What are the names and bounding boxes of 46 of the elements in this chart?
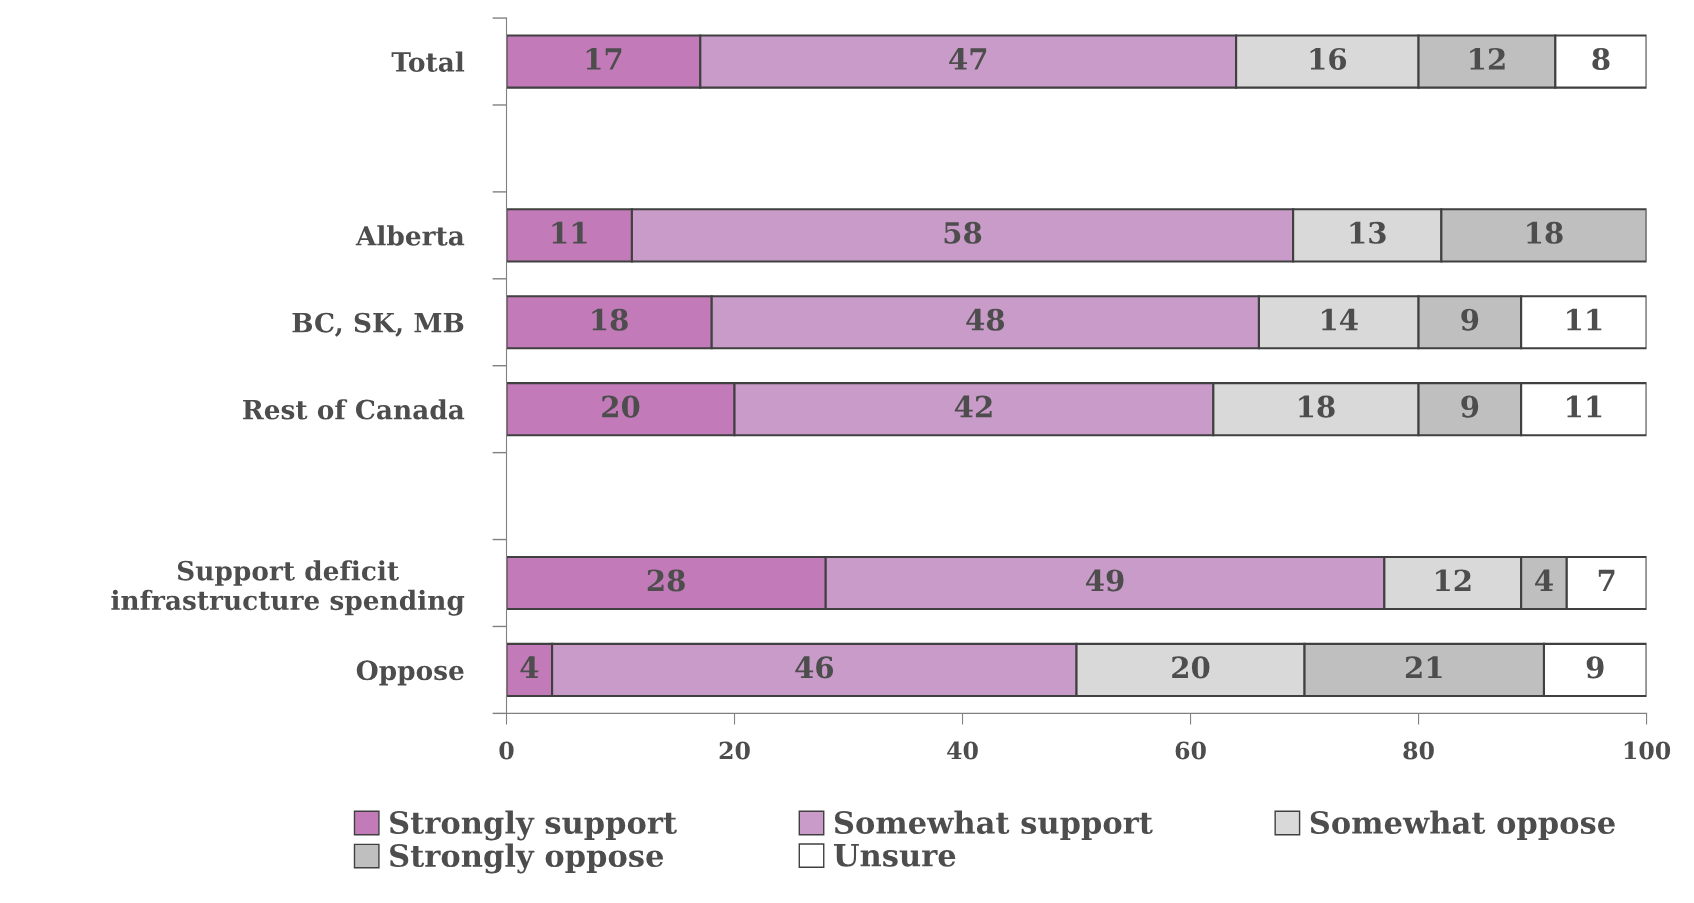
x-tick-label: 0 (499, 741, 514, 760)
y-tick-label: Support deficit infrastructure spending (111, 560, 465, 616)
data-label: 20 (1172, 656, 1210, 679)
data-label: 4 (520, 656, 539, 678)
data-label: 12 (1470, 47, 1505, 70)
data-label: 11 (552, 221, 587, 244)
data-label: 16 (1310, 47, 1347, 70)
y-tick-label: BC, SK, MB (292, 312, 464, 337)
legend-label: Somewhat support (834, 810, 1153, 840)
x-tick-label: 40 (947, 741, 978, 760)
legend-label: Strongly support (390, 810, 677, 841)
data-label: 9 (1461, 308, 1479, 331)
legend-label: Unsure (833, 843, 956, 867)
data-label: 9 (1586, 656, 1604, 679)
data-label: 18 (1299, 395, 1335, 418)
data-label: 4 (1535, 569, 1553, 592)
legend-label: Somewhat oppose (1310, 810, 1615, 840)
data-label: 21 (1405, 656, 1442, 678)
x-tick-label: 20 (719, 741, 750, 760)
data-label: 17 (586, 47, 622, 70)
data-label: 49 (1085, 569, 1124, 592)
data-label: 14 (1322, 308, 1358, 331)
data-label: 47 (949, 47, 987, 70)
data-label: 58 (944, 221, 982, 244)
y-tick-label: Total (391, 51, 465, 72)
data-label: 48 (966, 308, 1005, 331)
y-tick-label: Oppose (356, 660, 464, 686)
y-tick-label: Alberta (355, 225, 465, 246)
x-tick-label: 60 (1175, 741, 1206, 760)
data-label: 20 (602, 395, 640, 418)
data-label: 42 (954, 395, 992, 418)
legend-label: Strongly oppose (390, 843, 664, 874)
data-label: 11 (1567, 395, 1602, 418)
data-label: 13 (1350, 221, 1386, 244)
data-label: 18 (1527, 221, 1563, 244)
data-label: 8 (1592, 47, 1610, 70)
data-label: 9 (1461, 395, 1479, 418)
x-tick-label: 100 (1624, 741, 1671, 760)
data-label: 12 (1436, 569, 1471, 592)
y-tick-label: Rest of Canada (243, 399, 465, 420)
x-tick-label: 80 (1403, 741, 1434, 760)
data-label: 28 (647, 569, 685, 592)
data-label: 11 (1567, 308, 1602, 331)
data-label: 7 (1598, 569, 1615, 592)
data-label: 18 (592, 308, 628, 331)
data-label: 46 (795, 656, 834, 679)
